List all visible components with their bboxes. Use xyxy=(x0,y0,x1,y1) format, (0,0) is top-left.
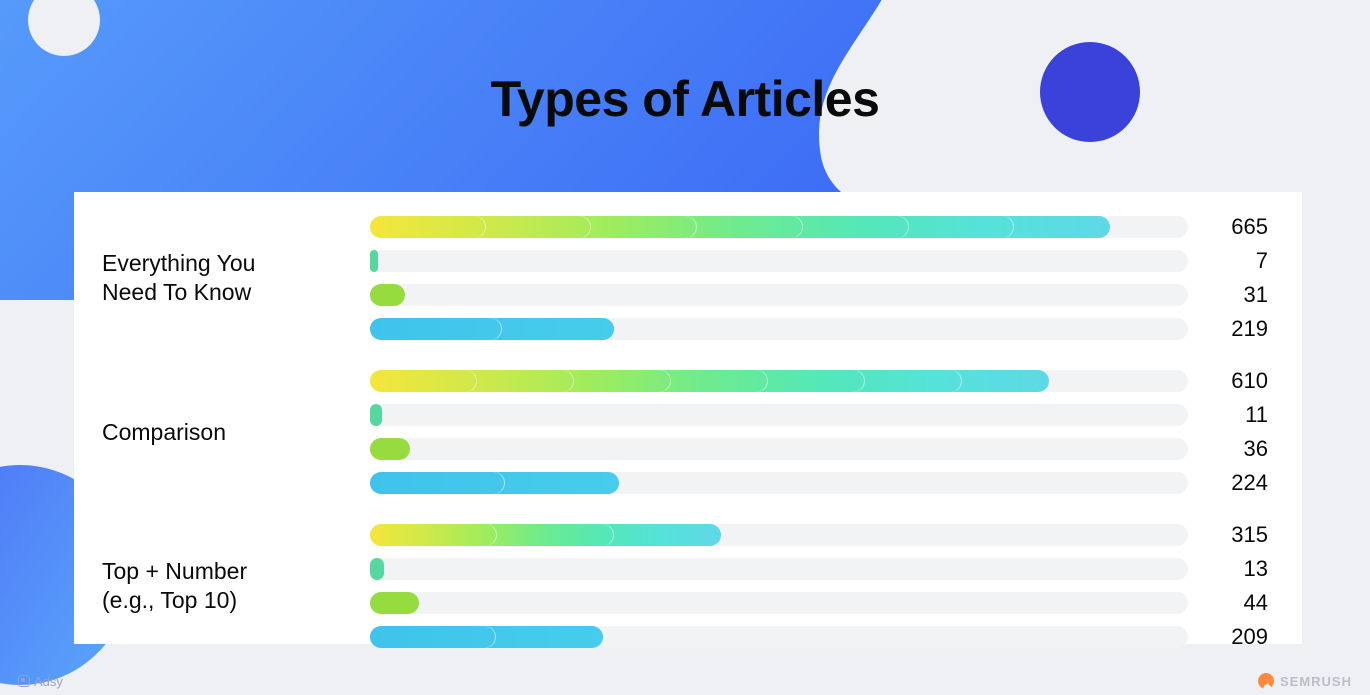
bar-stack: 610 11 36 224 xyxy=(370,368,1268,496)
bar-value: 224 xyxy=(1202,470,1268,496)
bar-fill xyxy=(370,524,721,546)
bar-fill xyxy=(370,404,382,426)
group-label: Comparison xyxy=(102,418,370,447)
adsy-icon xyxy=(18,675,30,687)
bar-row: 11 xyxy=(370,402,1268,428)
bar-row: 665 xyxy=(370,214,1268,240)
semrush-label: SEMRUSH xyxy=(1280,674,1352,689)
bar-fill xyxy=(370,370,1049,392)
bar-track xyxy=(370,284,1188,306)
bar-track xyxy=(370,626,1188,648)
bar-fill xyxy=(370,318,614,340)
bar-track xyxy=(370,558,1188,580)
bar-value: 7 xyxy=(1202,248,1268,274)
bar-fill xyxy=(370,438,410,460)
group-label: Everything YouNeed To Know xyxy=(102,249,370,307)
bar-value: 219 xyxy=(1202,316,1268,342)
chart-group: Comparison 610 11 36 224 xyxy=(102,368,1268,496)
bar-value: 13 xyxy=(1202,556,1268,582)
group-label: Top + Number(e.g., Top 10) xyxy=(102,557,370,615)
bar-track xyxy=(370,370,1188,392)
chart-group: Top + Number(e.g., Top 10) 315 13 44 209 xyxy=(102,522,1268,650)
bar-track xyxy=(370,250,1188,272)
bar-value: 36 xyxy=(1202,436,1268,462)
chart-card: Everything YouNeed To Know 665 7 31 219 Compa… xyxy=(74,192,1302,644)
bar-value: 11 xyxy=(1202,402,1268,428)
bar-track xyxy=(370,216,1188,238)
footer: Adsy SEMRUSH xyxy=(0,673,1370,689)
semrush-logo: SEMRUSH xyxy=(1258,673,1352,689)
bar-row: 219 xyxy=(370,316,1268,342)
bar-value: 315 xyxy=(1202,522,1268,548)
bar-row: 13 xyxy=(370,556,1268,582)
bar-fill xyxy=(370,558,384,580)
bar-value: 209 xyxy=(1202,624,1268,650)
bar-track xyxy=(370,472,1188,494)
bar-fill xyxy=(370,626,603,648)
chart-group: Everything YouNeed To Know 665 7 31 219 xyxy=(102,214,1268,342)
bar-row: 44 xyxy=(370,590,1268,616)
bar-row: 36 xyxy=(370,436,1268,462)
bar-track xyxy=(370,438,1188,460)
bar-track xyxy=(370,404,1188,426)
bar-fill xyxy=(370,216,1110,238)
bar-value: 665 xyxy=(1202,214,1268,240)
bar-value: 31 xyxy=(1202,282,1268,308)
bar-track xyxy=(370,524,1188,546)
adsy-label: Adsy xyxy=(34,674,63,689)
bar-value: 610 xyxy=(1202,368,1268,394)
bar-row: 31 xyxy=(370,282,1268,308)
bar-stack: 665 7 31 219 xyxy=(370,214,1268,342)
bar-track xyxy=(370,318,1188,340)
bar-fill xyxy=(370,472,619,494)
bar-row: 224 xyxy=(370,470,1268,496)
semrush-icon xyxy=(1258,673,1274,689)
bar-fill xyxy=(370,250,378,272)
bar-row: 209 xyxy=(370,624,1268,650)
bar-row: 315 xyxy=(370,522,1268,548)
bar-row: 7 xyxy=(370,248,1268,274)
bar-fill xyxy=(370,284,405,306)
bar-stack: 315 13 44 209 xyxy=(370,522,1268,650)
page-title: Types of Articles xyxy=(0,70,1370,128)
bar-row: 610 xyxy=(370,368,1268,394)
bar-track xyxy=(370,592,1188,614)
bar-value: 44 xyxy=(1202,590,1268,616)
adsy-logo: Adsy xyxy=(18,674,63,689)
bar-fill xyxy=(370,592,419,614)
